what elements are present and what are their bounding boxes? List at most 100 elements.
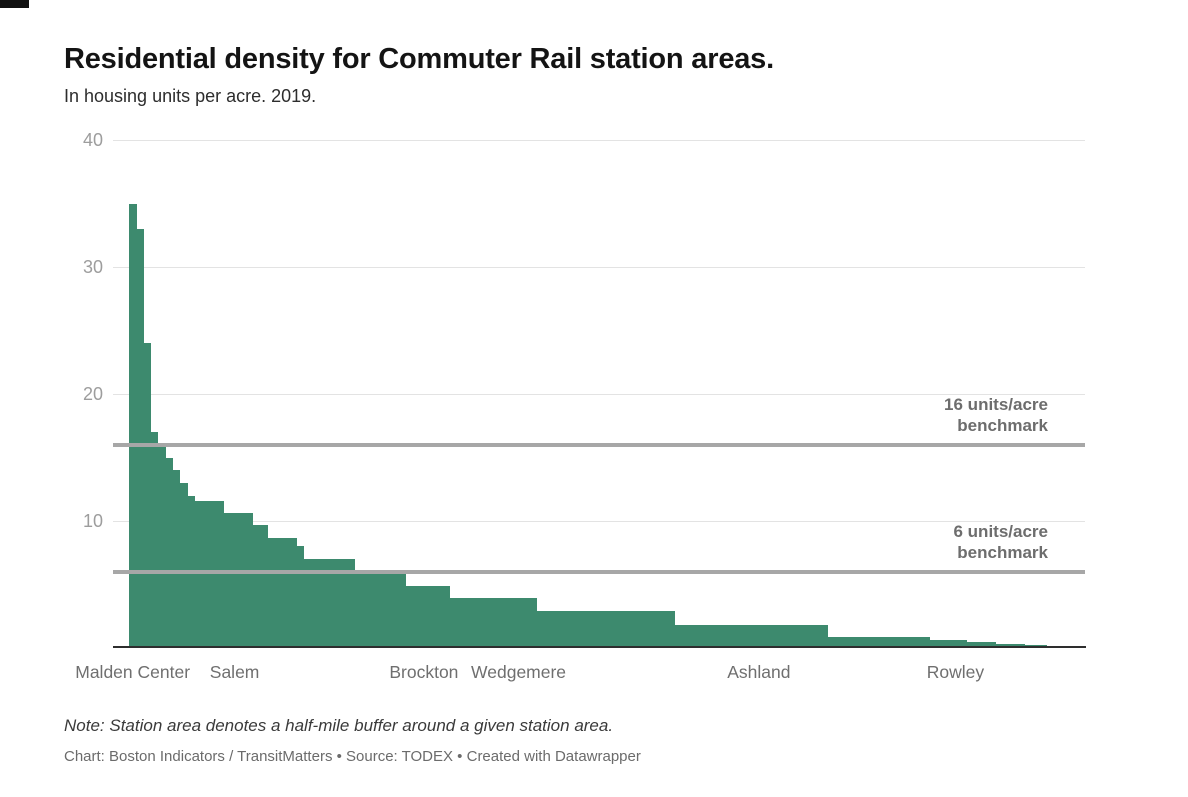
bar[interactable]	[937, 639, 945, 648]
bar[interactable]	[813, 625, 822, 648]
bar[interactable]	[493, 598, 501, 648]
bar[interactable]	[777, 625, 785, 648]
bar[interactable]	[959, 639, 967, 648]
bar[interactable]	[580, 611, 589, 648]
bar[interactable]	[238, 513, 246, 648]
bar[interactable]	[347, 559, 356, 648]
bar[interactable]	[689, 625, 698, 648]
bar[interactable]	[682, 625, 690, 648]
bar[interactable]	[354, 571, 363, 648]
bar[interactable]	[172, 470, 181, 648]
bar[interactable]	[747, 625, 756, 648]
bar[interactable]	[201, 500, 210, 648]
bar[interactable]	[303, 559, 312, 648]
bar[interactable]	[595, 611, 603, 648]
bar[interactable]	[179, 482, 188, 648]
bar[interactable]	[718, 625, 727, 648]
bar[interactable]	[951, 639, 960, 648]
bar[interactable]	[893, 636, 902, 648]
bar[interactable]	[995, 643, 1004, 648]
bar[interactable]	[529, 598, 538, 648]
bar[interactable]	[514, 598, 523, 648]
bar[interactable]	[383, 571, 392, 648]
bar[interactable]	[806, 625, 814, 648]
bar[interactable]	[667, 611, 676, 648]
bar[interactable]	[857, 636, 865, 648]
bar[interactable]	[602, 611, 610, 648]
bar[interactable]	[980, 641, 989, 648]
bar[interactable]	[645, 611, 654, 648]
bar[interactable]	[915, 636, 923, 648]
bar[interactable]	[449, 598, 457, 648]
bar[interactable]	[573, 611, 581, 648]
bar[interactable]	[544, 611, 552, 648]
bar[interactable]	[260, 524, 268, 648]
bar[interactable]	[849, 636, 858, 648]
bar[interactable]	[332, 559, 341, 648]
bar[interactable]	[565, 611, 574, 648]
bar[interactable]	[1010, 643, 1018, 648]
bar[interactable]	[733, 625, 741, 648]
bar[interactable]	[245, 513, 254, 648]
bar[interactable]	[900, 636, 909, 648]
bar[interactable]	[871, 636, 880, 648]
bar[interactable]	[274, 537, 283, 648]
bar[interactable]	[587, 611, 596, 648]
bar[interactable]	[252, 524, 261, 648]
bar[interactable]	[223, 513, 232, 648]
bar[interactable]	[1002, 643, 1011, 648]
bar[interactable]	[638, 611, 647, 648]
bar[interactable]	[988, 641, 996, 648]
bar[interactable]	[791, 625, 800, 648]
bar[interactable]	[427, 585, 436, 648]
bar[interactable]	[420, 585, 428, 648]
bar[interactable]	[136, 228, 144, 648]
bar[interactable]	[878, 636, 887, 648]
bar[interactable]	[675, 625, 683, 648]
bar[interactable]	[740, 625, 749, 648]
bar[interactable]	[522, 598, 530, 648]
bar[interactable]	[362, 571, 370, 648]
bar[interactable]	[1017, 643, 1025, 648]
bar[interactable]	[762, 625, 771, 648]
bar[interactable]	[726, 625, 734, 648]
bar[interactable]	[471, 598, 479, 648]
bar[interactable]	[835, 636, 843, 648]
bar[interactable]	[798, 625, 807, 648]
bar[interactable]	[456, 598, 465, 648]
bar[interactable]	[609, 611, 618, 648]
bar[interactable]	[318, 559, 326, 648]
bar[interactable]	[696, 625, 705, 648]
bar[interactable]	[194, 500, 203, 648]
bar[interactable]	[886, 636, 894, 648]
bar[interactable]	[769, 625, 778, 648]
bar[interactable]	[842, 636, 851, 648]
bar[interactable]	[929, 639, 938, 648]
bar[interactable]	[296, 546, 305, 648]
bar[interactable]	[442, 585, 450, 648]
bar[interactable]	[391, 571, 399, 648]
bar[interactable]	[704, 625, 712, 648]
bar[interactable]	[908, 636, 916, 648]
bar[interactable]	[551, 611, 559, 648]
bar[interactable]	[158, 444, 166, 648]
bar[interactable]	[478, 598, 487, 648]
bar[interactable]	[369, 571, 377, 648]
bar[interactable]	[653, 611, 661, 648]
bar[interactable]	[624, 611, 632, 648]
bar[interactable]	[434, 585, 443, 648]
bar[interactable]	[558, 611, 567, 648]
bar[interactable]	[828, 636, 836, 648]
bar[interactable]	[711, 625, 720, 648]
bar[interactable]	[230, 513, 239, 648]
bar[interactable]	[616, 611, 625, 648]
bar[interactable]	[405, 585, 414, 648]
bar[interactable]	[216, 500, 224, 648]
bar[interactable]	[507, 598, 516, 648]
bar[interactable]	[755, 625, 763, 648]
bar[interactable]	[485, 598, 494, 648]
bar[interactable]	[660, 611, 669, 648]
bar[interactable]	[631, 611, 639, 648]
bar[interactable]	[412, 585, 421, 648]
bar[interactable]	[973, 641, 982, 648]
